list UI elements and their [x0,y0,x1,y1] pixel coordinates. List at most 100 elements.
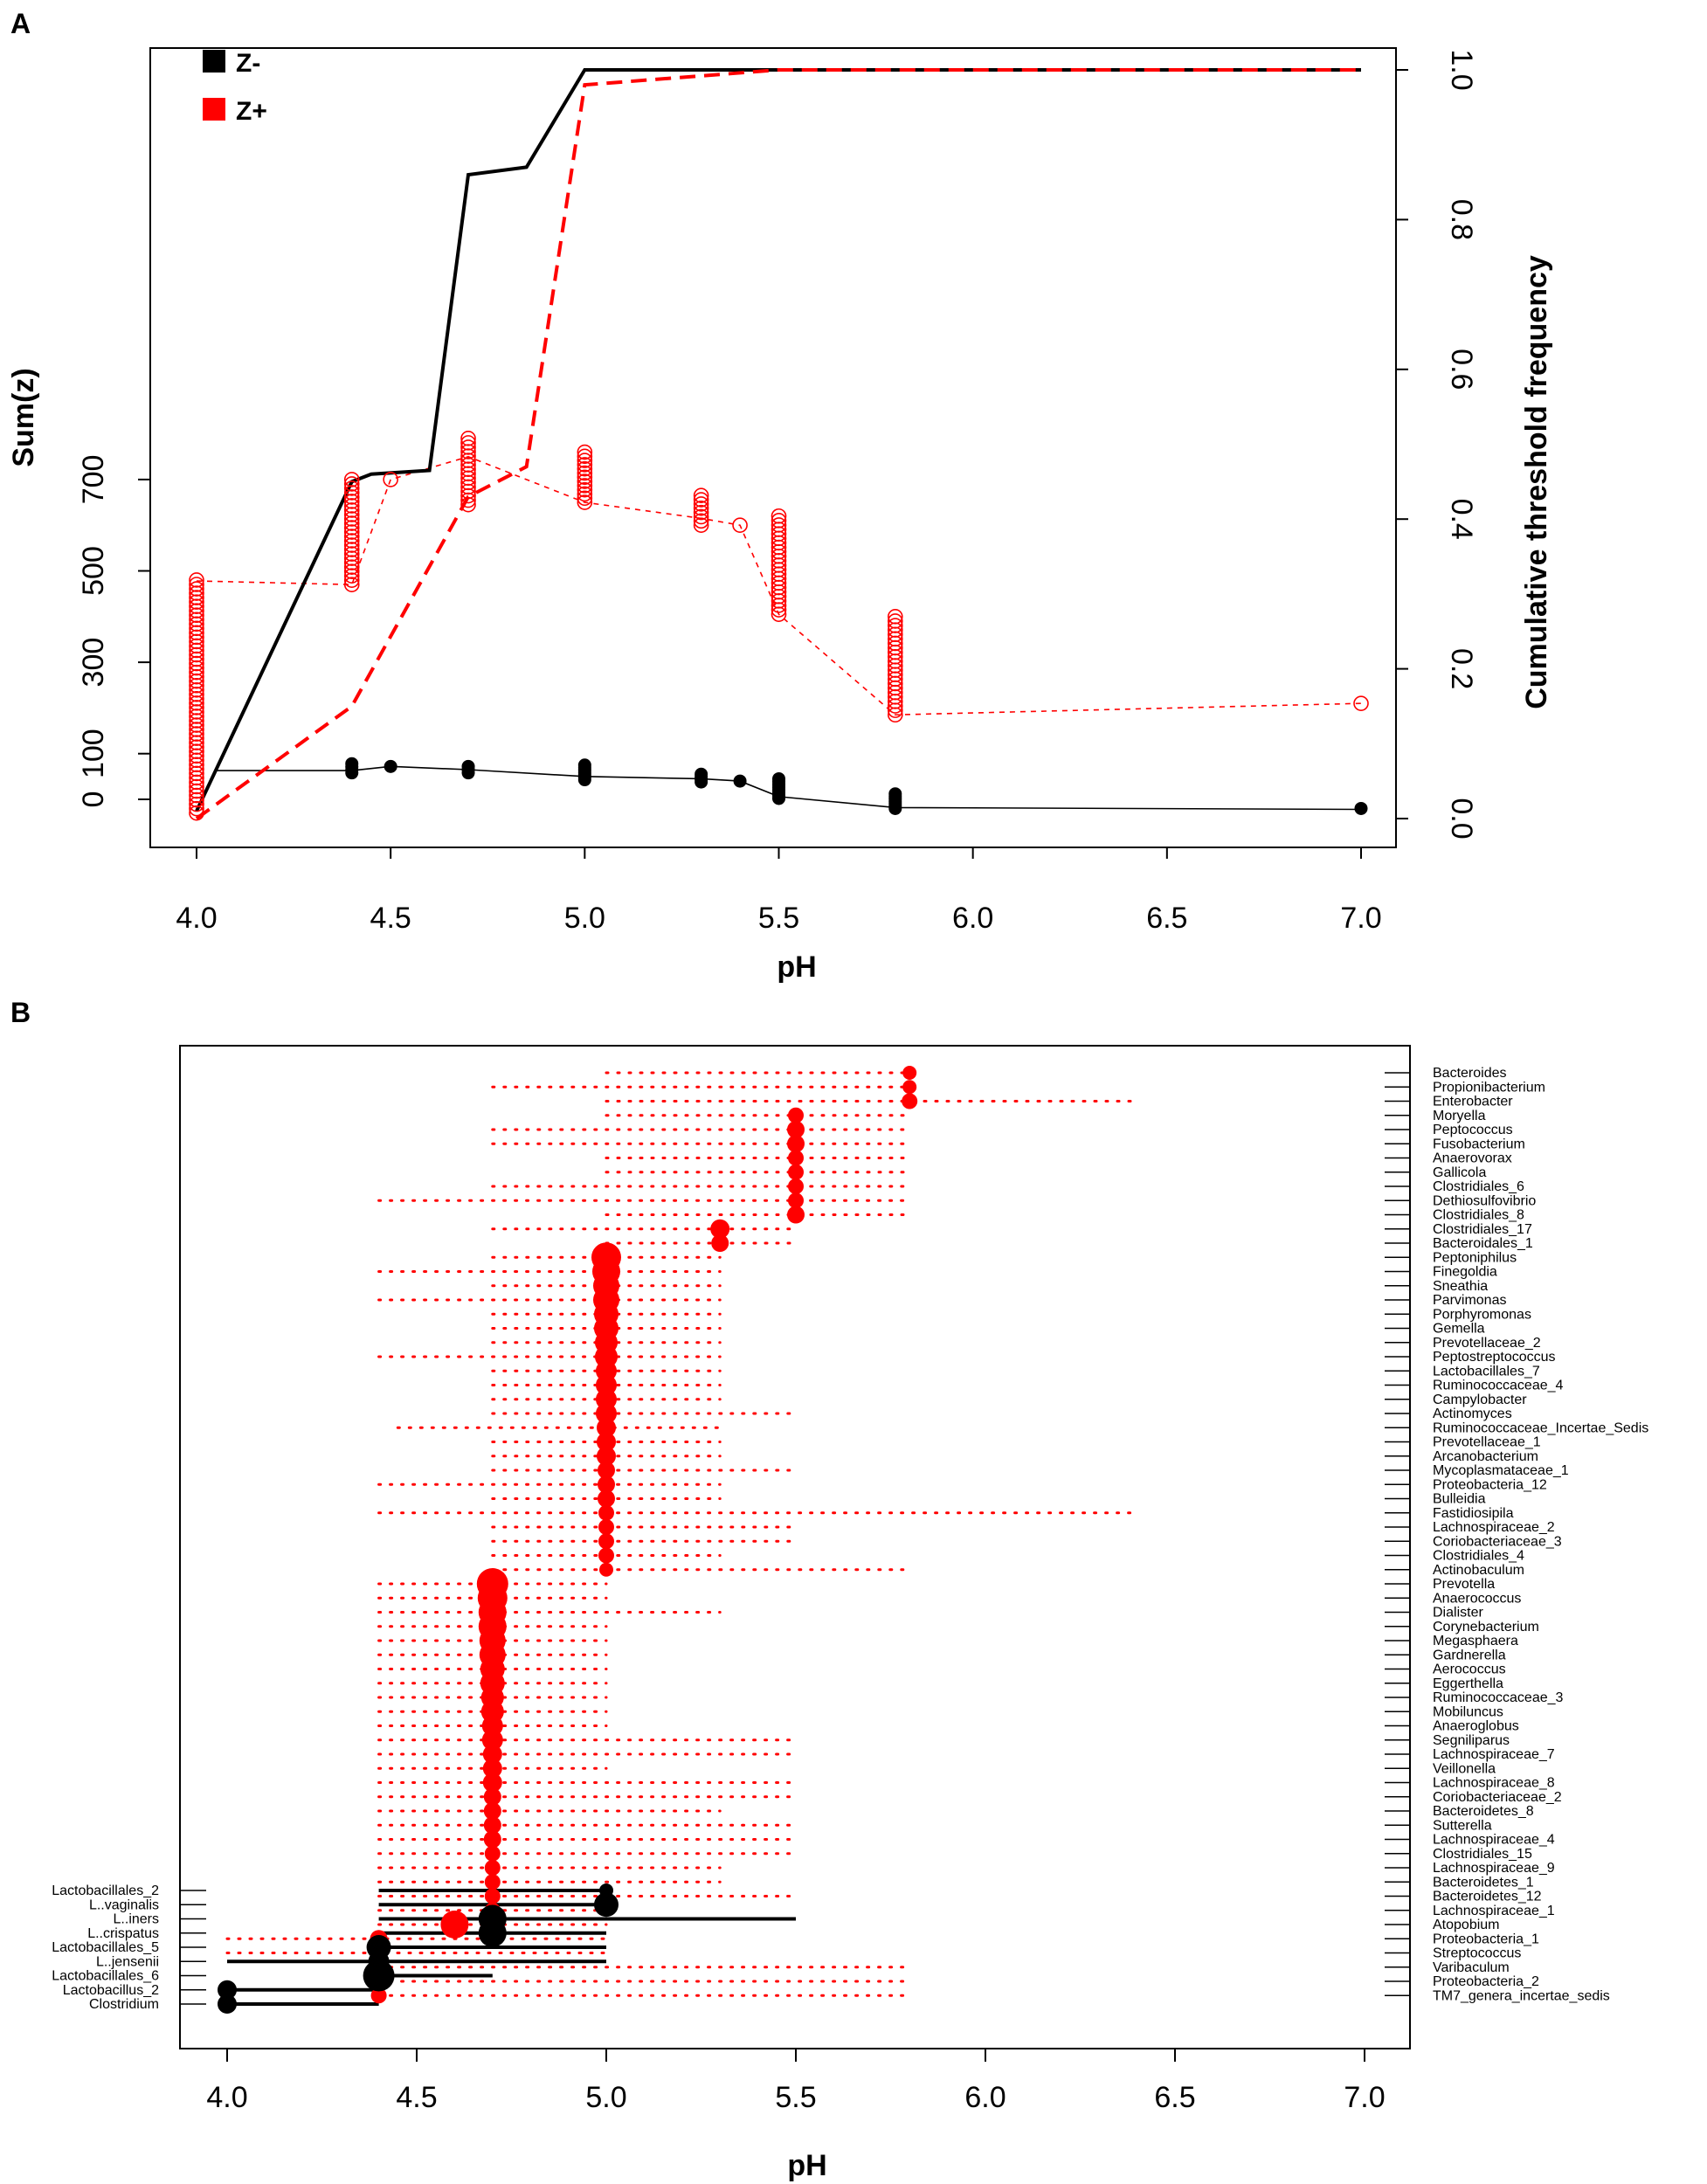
zplus-point [189,730,204,746]
x-tick-label: 5.5 [775,2081,816,2114]
panel-a-x-axis: 4.0 4.5 5.0 5.5 6.0 6.5 7.0 [176,847,1382,935]
zplus-point [693,513,709,529]
zminus-change-point [478,1918,507,1947]
zplus-point [189,787,204,804]
zplus-point [189,633,204,650]
zplus-change-point [482,1745,502,1764]
panel-b-ranges [225,1071,1139,2006]
zplus-point [460,439,476,455]
zplus-point [693,517,709,534]
zplus-taxon-label: Coriobacteriaceae_3 [1433,1534,1562,1549]
zplus-point [189,655,204,672]
zminus-change-point [218,1980,237,2000]
zplus-point [189,761,204,778]
panel-a-label: A [10,8,31,39]
zplus-point [460,457,476,473]
zminus-taxon-label: Clostridium [89,1997,159,2012]
zplus-point [771,598,787,613]
zplus-taxon-label: Parvimonas [1433,1293,1506,1308]
zplus-taxon-label: Megasphaera [1433,1634,1518,1648]
zminus-change-point [363,1959,395,1992]
zplus-taxon-label: Fusobacterium [1433,1137,1525,1151]
zplus-taxon-label: Peptoniphilus [1433,1250,1517,1265]
zplus-taxon-label: Segniliparus [1433,1733,1510,1748]
panel-a-y-label: Sum(z) [7,368,40,467]
y-tick-label: 500 [77,546,110,596]
zplus-change-point [482,1759,502,1779]
zplus-point [577,469,593,486]
zplus-point [460,448,476,464]
panel-b-change-points [218,1066,918,2014]
zplus-point [460,496,476,513]
zminus-point [345,766,359,780]
zplus-point [343,502,360,518]
zminus-change-point [218,1994,237,2014]
zplus-point [189,651,204,667]
zminus-taxon-label: L..vaginalis [89,1897,159,1912]
zplus-point [189,735,204,750]
zplus-point [189,577,204,592]
panel-a-frame [149,47,1397,848]
zminus-point [1354,801,1368,815]
zplus-taxon-label: Coriobacteriaceae_2 [1433,1790,1562,1805]
zplus-point [189,581,204,597]
zplus-change-point [711,1234,729,1252]
zplus-point [577,453,593,468]
zplus-point [189,691,204,707]
x-tick-label: 5.5 [758,902,799,935]
zplus-point [189,752,204,769]
zplus-point [189,774,204,791]
zplus-change-point [598,1476,615,1494]
zplus-taxon-label: Anaerococcus [1433,1591,1521,1606]
zplus-point [189,739,204,756]
zplus-change-point [788,1107,804,1123]
zplus-point [343,537,360,553]
x-tick-label: 6.0 [952,902,993,935]
zplus-taxon-label: Peptostreptococcus [1433,1350,1556,1365]
zplus-point [189,673,204,689]
zplus-point [343,555,360,570]
zplus-taxon-label: Anaerovorax [1433,1151,1512,1166]
zplus-taxon-label: Fastidiosipila [1433,1506,1514,1521]
zplus-point [577,478,593,494]
zplus-point [460,483,476,500]
zplus-change-point [710,1219,730,1239]
zplus-taxon-label: Gallicola [1433,1165,1486,1180]
panel-b-x-axis: 4.0 4.5 5.0 5.5 6.0 6.5 7.0 [206,2049,1386,2114]
x-tick-label: 4.0 [206,2081,247,2114]
zminus-taxon-label: L..iners [114,1912,159,1927]
zplus-point [189,748,204,764]
zplus-taxon-label: Bacteroidetes_12 [1433,1890,1542,1904]
x-tick-label: 7.0 [1344,2081,1385,2114]
zplus-point [189,603,204,619]
zplus-point [693,487,709,504]
zplus-point [888,698,903,714]
zplus-taxon-label: Moryella [1433,1109,1486,1123]
zplus-point [343,563,360,579]
zminus-point [888,801,902,815]
zplus-taxon-label: Porphyromonas [1433,1307,1531,1322]
zplus-taxon-label: Lachnospiraceae_1 [1433,1904,1555,1918]
zminus-point [461,766,475,780]
zplus-taxon-label: Mobiluncus [1433,1704,1503,1719]
zplus-point [189,743,204,760]
zplus-point [343,520,360,536]
zplus-change-point [902,1066,917,1080]
panel-b-zplus-taxa-axis: BacteroidesPropionibacteriumEnterobacter… [1385,1066,1648,2003]
zplus-point [693,504,709,521]
zplus-point [343,559,360,575]
y2-tick-label: 0.6 [1445,349,1478,390]
zplus-point [460,492,476,508]
zplus-point [189,668,204,685]
zplus-point [460,479,476,495]
y-tick-label: 700 [77,455,110,505]
zminus-taxon-label: Lactobacillales_2 [52,1883,159,1898]
zplus-point [189,765,204,782]
zplus-point [343,507,360,522]
zplus-point [189,646,204,663]
zplus-taxon-label: Arcanobacterium [1433,1449,1538,1464]
zplus-change-point [440,1911,469,1939]
x-tick-label: 4.5 [370,902,411,935]
zplus-point [343,546,360,562]
zplus-point [343,498,360,514]
